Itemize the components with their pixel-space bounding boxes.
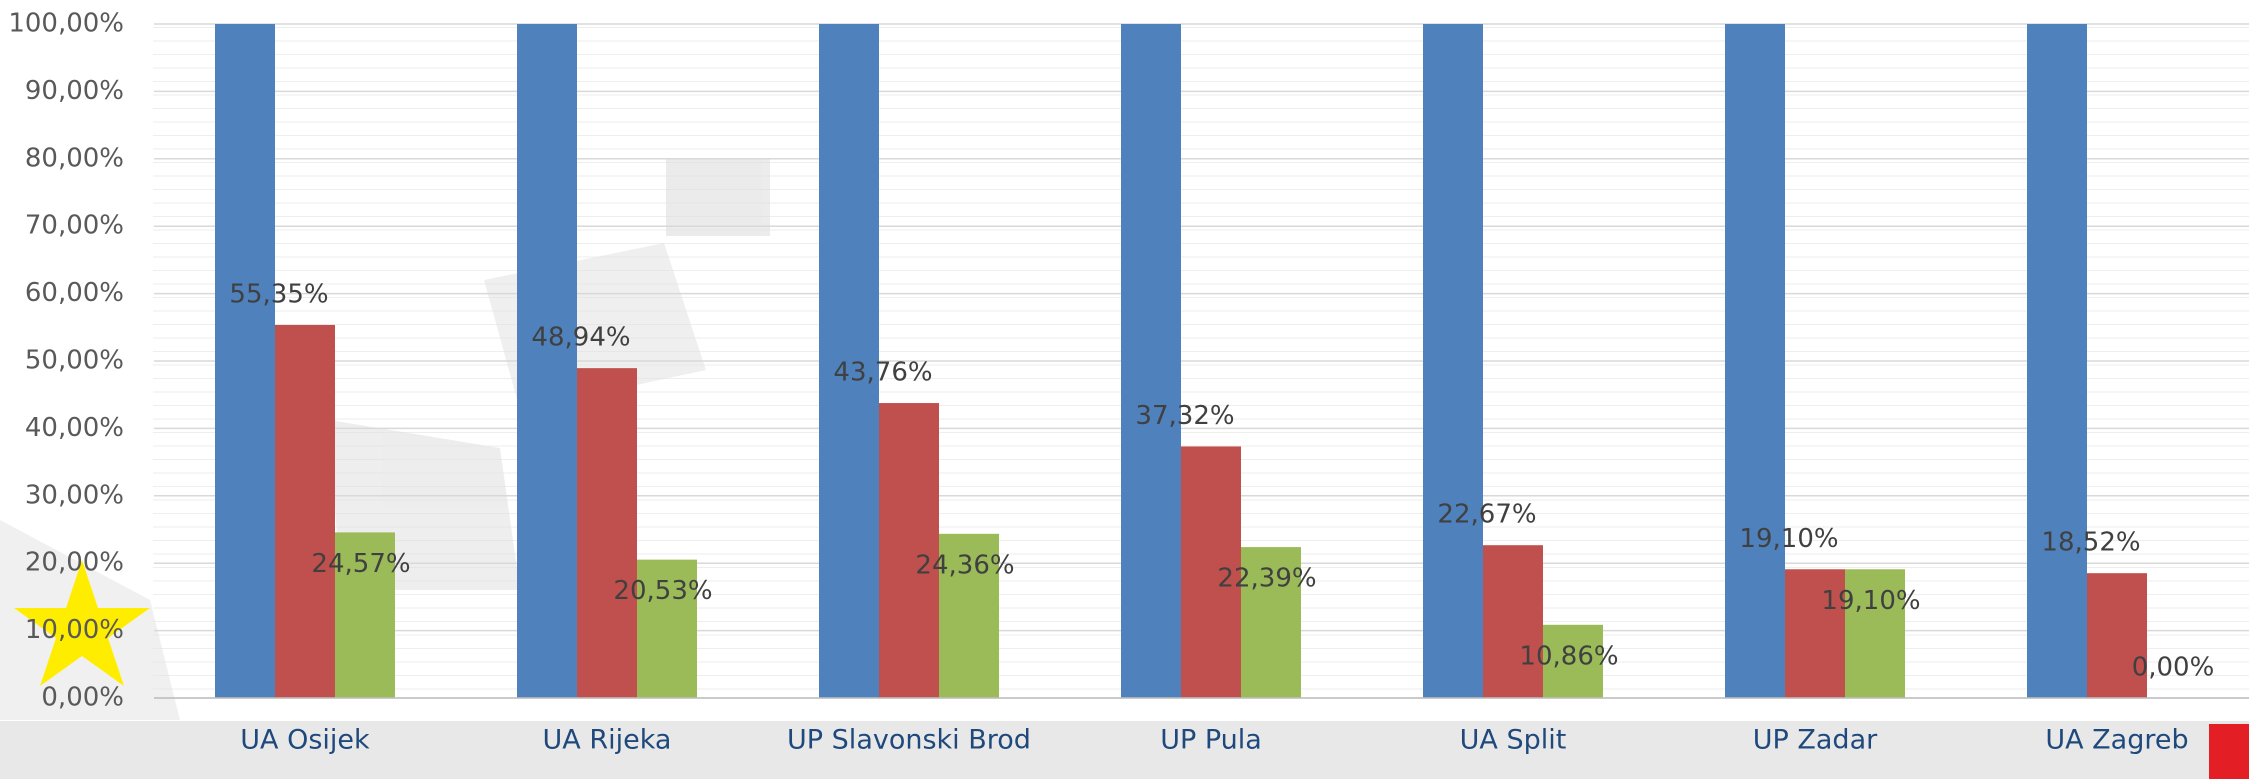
x-tick-label: UA Split xyxy=(1460,725,1567,756)
value-label: 19,10% xyxy=(1821,586,1920,616)
bar xyxy=(1785,569,1845,698)
bar xyxy=(1725,24,1785,698)
value-label: 37,32% xyxy=(1135,401,1234,431)
bar xyxy=(275,324,335,698)
bar xyxy=(1845,569,1905,698)
value-label: 48,94% xyxy=(531,323,630,353)
y-tick-label: 40,00% xyxy=(25,413,124,443)
bar xyxy=(1483,545,1543,698)
bar xyxy=(939,533,999,698)
y-tick-label: 0,00% xyxy=(41,683,124,713)
value-label: 24,36% xyxy=(915,550,1014,580)
y-tick-label: 20,00% xyxy=(25,548,124,578)
bar xyxy=(1121,24,1181,698)
value-label: 43,76% xyxy=(833,358,932,388)
bar xyxy=(517,24,577,698)
y-tick-label: 80,00% xyxy=(25,143,124,173)
bar xyxy=(2087,573,2147,698)
x-tick-label: UA Rijeka xyxy=(543,725,672,756)
y-tick-label: 100,00% xyxy=(8,9,124,39)
y-tick-label: 50,00% xyxy=(25,346,124,376)
y-tick-label: 90,00% xyxy=(25,76,124,106)
value-label: 18,52% xyxy=(2041,528,2140,558)
bar xyxy=(1241,547,1301,698)
y-tick-label: 10,00% xyxy=(25,615,124,645)
x-tick-label: UA Zagreb xyxy=(2045,725,2188,756)
x-tick-label: UA Osijek xyxy=(240,725,370,756)
value-label: 19,10% xyxy=(1739,524,1838,554)
value-label: 10,86% xyxy=(1519,641,1618,671)
x-tick-label: UP Zadar xyxy=(1753,725,1878,756)
value-label: 22,39% xyxy=(1217,564,1316,594)
value-label: 20,53% xyxy=(613,576,712,606)
bar xyxy=(215,24,275,698)
value-label: 24,57% xyxy=(311,549,410,579)
x-tick-label: UP Pula xyxy=(1160,725,1262,756)
bar xyxy=(819,24,879,698)
bar xyxy=(2027,24,2087,698)
value-label: 0,00% xyxy=(2132,653,2215,683)
y-tick-label: 70,00% xyxy=(25,211,124,241)
y-tick-label: 60,00% xyxy=(25,278,124,308)
x-tick-label: UP Slavonski Brod xyxy=(787,725,1031,756)
value-label: 55,35% xyxy=(229,279,328,309)
corner-logo xyxy=(2209,724,2249,779)
footer-band xyxy=(0,721,2249,779)
bar xyxy=(1423,24,1483,698)
bar xyxy=(1181,446,1241,698)
star xyxy=(14,560,150,686)
bar xyxy=(335,532,395,698)
bar xyxy=(577,368,637,698)
bar xyxy=(637,559,697,698)
bar xyxy=(879,403,939,698)
value-label: 22,67% xyxy=(1437,500,1536,530)
y-tick-label: 30,00% xyxy=(25,480,124,510)
bar xyxy=(1543,624,1603,698)
